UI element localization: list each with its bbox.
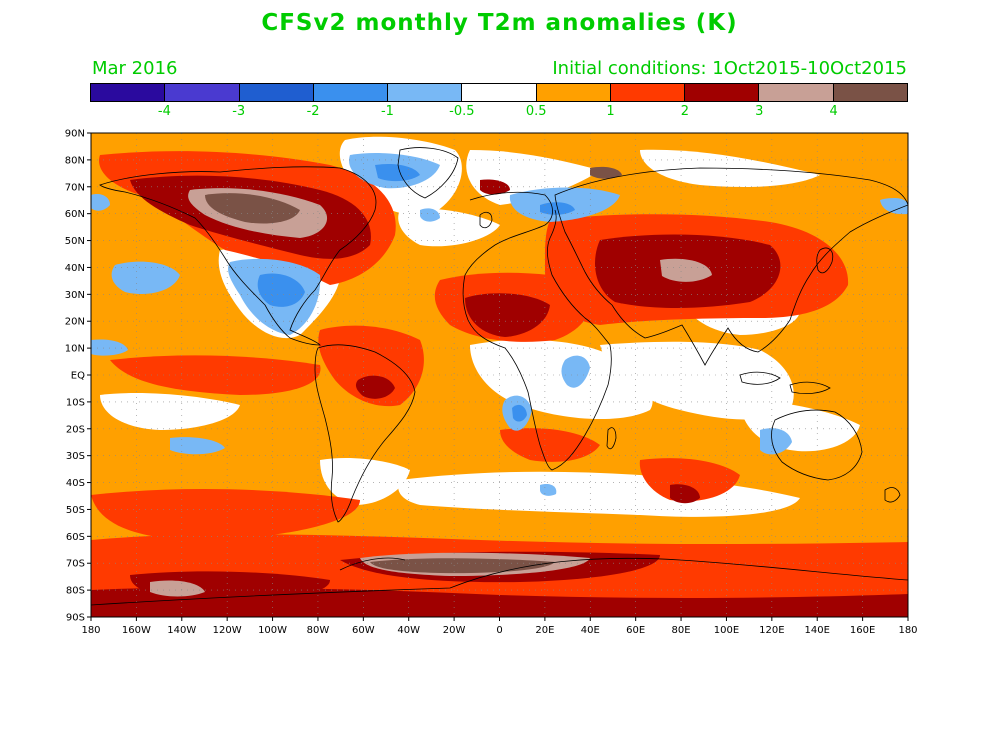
longitude-labels: 180 160W 140W 120W 100W 80W 60W 40W 20W 0 20E 40E 60… — [81, 625, 917, 636]
lon-tick-label: 80W — [307, 625, 330, 636]
colorbar-segment — [91, 84, 166, 101]
colorbar-tick-label: 1 — [606, 104, 615, 119]
colorbar-tick-label: 0.5 — [525, 104, 547, 119]
colorbar-tick-label: 3 — [755, 104, 764, 119]
lon-tick-label: 0 — [496, 625, 502, 636]
colorbar-segment — [239, 84, 314, 101]
lat-tick-label: 90N — [65, 129, 85, 140]
colorbar-segment — [462, 84, 537, 101]
lon-tick-label: 100W — [258, 625, 287, 636]
lon-tick-label: 20W — [443, 625, 466, 636]
coastlines — [91, 147, 908, 606]
lat-tick-label: 80N — [65, 155, 85, 166]
lat-tick-label: 20S — [66, 424, 85, 435]
chart-title: CFSv2 monthly T2m anomalies (K) — [261, 10, 738, 36]
colorbar-tick-label: -4 — [157, 104, 171, 119]
valid-month-label: Mar 2016 — [92, 58, 178, 79]
lon-tick-label: 140W — [167, 625, 196, 636]
axis-ticks — [87, 132, 909, 621]
lat-tick-label: 60S — [66, 532, 85, 543]
lat-tick-label: 20N — [65, 317, 85, 328]
lon-tick-label: 40E — [581, 625, 600, 636]
lat-tick-label: 30S — [66, 451, 85, 462]
lat-tick-label: 80S — [66, 586, 85, 597]
colorbar-segment — [536, 84, 611, 101]
lon-tick-label: 160E — [850, 625, 875, 636]
extreme-warm-regions — [205, 166, 622, 574]
lon-tick-label: 100E — [714, 625, 739, 636]
lat-tick-label: 70S — [66, 559, 85, 570]
colorbar-labels: -4 -3 -2 -1 -0.5 0.5 1 2 3 4 — [90, 104, 908, 122]
lat-tick-label: 40S — [66, 478, 85, 489]
lon-tick-label: 60E — [626, 625, 645, 636]
colorbar-tick-label: 4 — [829, 104, 838, 119]
colorbar-segment — [759, 84, 834, 101]
colorbar-segment — [685, 84, 760, 101]
colorbar-segment — [388, 84, 463, 101]
initial-conditions-label: Initial conditions: 1Oct2015-10Oct2015 — [552, 58, 907, 79]
lon-tick-label: 180 — [898, 625, 917, 636]
lat-tick-label: 10S — [66, 397, 85, 408]
lon-tick-label: 60W — [352, 625, 375, 636]
lon-tick-label: 140E — [805, 625, 830, 636]
lat-tick-label: 90S — [66, 613, 85, 624]
lon-tick-label: 40W — [397, 625, 420, 636]
colorbar-segment — [610, 84, 686, 101]
lat-tick-label: 70N — [65, 182, 85, 193]
colorbar — [90, 83, 908, 102]
lon-tick-label: 80E — [672, 625, 691, 636]
lon-tick-label: 120W — [213, 625, 242, 636]
colorbar-segment — [165, 84, 240, 101]
moderate-cool-regions — [257, 164, 575, 422]
lat-tick-label: EQ — [71, 371, 85, 382]
lat-tick-label: 50S — [66, 505, 85, 516]
latitude-labels: 90N 80N 70N 60N 50N 40N 30N 20N 10N EQ 10S 20S 30S 40… — [65, 129, 85, 624]
map-gridlines — [91, 133, 908, 617]
colorbar-tick-label: -1 — [380, 104, 394, 119]
lat-tick-label: 60N — [65, 209, 85, 220]
lon-tick-label: 20E — [535, 625, 554, 636]
colorbar-segment — [833, 84, 907, 101]
lon-tick-label: 160W — [122, 625, 151, 636]
map-field — [91, 133, 908, 617]
lat-tick-label: 30N — [65, 290, 85, 301]
lat-tick-label: 50N — [65, 236, 85, 247]
colorbar-tick-label: 2 — [680, 104, 690, 119]
colorbar-tick-label: -3 — [232, 104, 246, 119]
colorbar-tick-label: -0.5 — [449, 104, 475, 119]
lon-tick-label: 120E — [759, 625, 784, 636]
colorbar-segment — [313, 84, 389, 101]
lon-tick-label: 180 — [81, 625, 100, 636]
colorbar-tick-label: -2 — [306, 104, 320, 119]
lat-tick-label: 10N — [65, 344, 85, 355]
lat-tick-label: 40N — [65, 263, 85, 274]
